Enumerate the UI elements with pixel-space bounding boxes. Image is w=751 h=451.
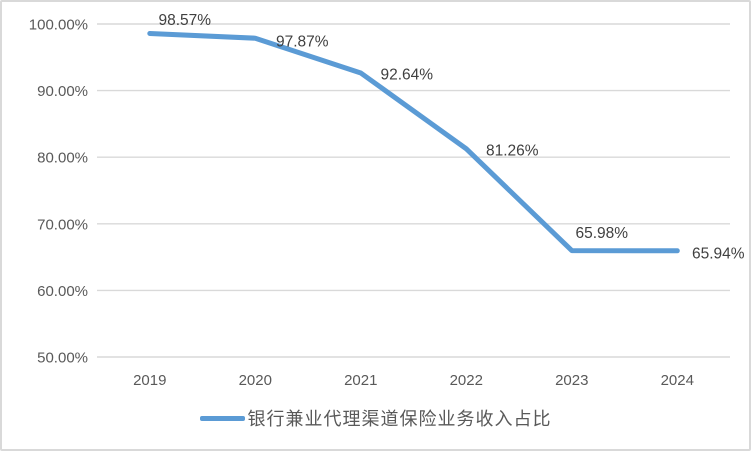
- x-axis-labels: 2019 2020 2021 2022 2023 2024: [133, 372, 694, 389]
- y-axis-tick-label: 50.00%: [37, 350, 88, 367]
- data-label: 98.57%: [158, 12, 211, 29]
- y-axis-tick-label: 100.00%: [29, 17, 88, 34]
- legend-line-marker: [199, 415, 245, 421]
- x-axis-tick-label: 2024: [661, 372, 694, 389]
- x-axis-tick-label: 2019: [133, 372, 166, 389]
- y-axis-tick-label: 80.00%: [37, 150, 88, 167]
- legend: 银行兼业代理渠道保险业务收入占比: [2, 402, 749, 434]
- series-group: [147, 31, 680, 254]
- x-axis-tick-label: 2020: [239, 372, 272, 389]
- data-label: 81.26%: [486, 142, 539, 159]
- series-line: [147, 31, 680, 254]
- gridlines: [97, 23, 730, 358]
- y-axis-tick-label: 70.00%: [37, 216, 88, 233]
- y-axis-tick-label: 90.00%: [37, 83, 88, 100]
- data-label: 65.94%: [692, 245, 745, 262]
- y-axis-tick-label: 60.00%: [37, 283, 88, 300]
- x-axis-tick-label: 2023: [555, 372, 588, 389]
- x-axis-tick-label: 2022: [450, 372, 483, 389]
- y-axis-labels: 100.00% 90.00% 80.00% 70.00% 60.00% 50.00%: [29, 17, 88, 367]
- x-axis-tick-label: 2021: [344, 372, 377, 389]
- data-label: 65.98%: [575, 225, 628, 242]
- legend-label: 银行兼业代理渠道保险业务收入占比: [247, 409, 552, 429]
- data-label: 97.87%: [276, 34, 329, 51]
- data-labels: 98.57% 97.87% 92.64% 81.26% 65.98% 65.94%: [158, 12, 744, 262]
- data-label: 92.64%: [380, 67, 433, 84]
